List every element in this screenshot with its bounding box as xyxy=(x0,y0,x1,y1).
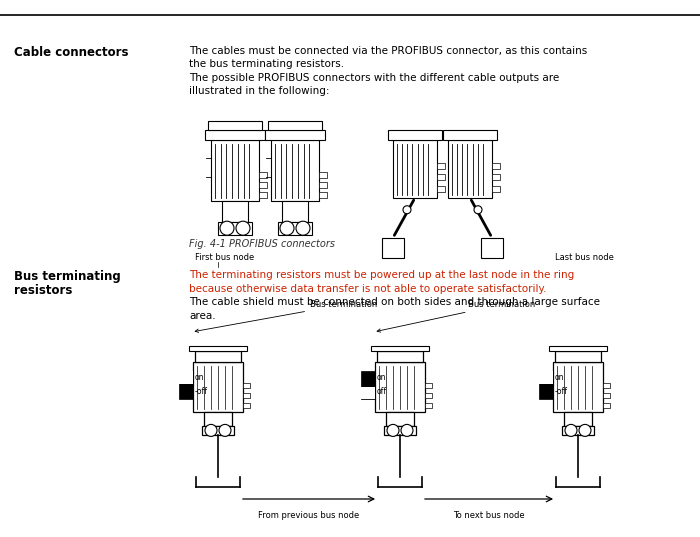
Text: Bus termination: Bus termination xyxy=(195,300,377,332)
Bar xyxy=(386,411,414,426)
Bar xyxy=(278,222,312,235)
Bar xyxy=(539,371,553,384)
Bar xyxy=(282,201,308,222)
Bar xyxy=(555,351,601,362)
Bar xyxy=(243,383,250,388)
Text: illustrated in the following:: illustrated in the following: xyxy=(189,86,330,96)
Text: on: on xyxy=(377,373,386,382)
Text: First bus node: First bus node xyxy=(195,253,254,262)
Bar xyxy=(371,346,429,351)
Text: To next bus node: To next bus node xyxy=(453,511,525,520)
Bar xyxy=(189,346,247,351)
Circle shape xyxy=(236,221,250,235)
Text: on: on xyxy=(195,373,204,382)
Bar xyxy=(375,362,425,411)
Bar xyxy=(243,403,250,408)
Circle shape xyxy=(205,424,217,437)
Text: The terminating resistors must be powered up at the last node in the ring: The terminating resistors must be powere… xyxy=(189,270,574,280)
Bar xyxy=(319,192,327,198)
Bar xyxy=(437,186,445,192)
Text: The cable shield must be connected on both sides and through a large surface: The cable shield must be connected on bo… xyxy=(189,297,600,307)
Text: From previous bus node: From previous bus node xyxy=(258,511,360,520)
Bar xyxy=(437,163,445,169)
Text: resistors: resistors xyxy=(14,284,72,297)
Bar xyxy=(211,140,259,201)
Bar xyxy=(204,411,232,426)
Circle shape xyxy=(280,221,294,235)
Text: -off: -off xyxy=(555,387,568,396)
Bar xyxy=(448,140,492,198)
Bar xyxy=(384,426,416,435)
Bar xyxy=(265,129,325,140)
Text: -off: -off xyxy=(195,387,208,396)
Bar xyxy=(193,362,243,411)
Bar xyxy=(377,351,423,362)
Bar xyxy=(243,393,250,397)
Circle shape xyxy=(403,206,411,214)
Bar xyxy=(268,121,322,129)
Circle shape xyxy=(220,221,234,235)
Bar xyxy=(549,346,607,351)
Bar xyxy=(492,186,500,192)
Bar xyxy=(425,383,432,388)
Text: Fig. 4-1 PROFIBUS connectors: Fig. 4-1 PROFIBUS connectors xyxy=(189,239,335,249)
Circle shape xyxy=(296,221,310,235)
Bar xyxy=(271,140,319,201)
Text: Bus terminating: Bus terminating xyxy=(14,270,120,283)
Bar xyxy=(603,383,610,388)
Bar xyxy=(259,172,267,178)
Bar xyxy=(388,129,442,140)
Bar xyxy=(492,175,500,180)
Bar xyxy=(603,393,610,397)
Text: Bus termination: Bus termination xyxy=(377,300,536,332)
Bar xyxy=(603,403,610,408)
Text: because otherwise data transfer is not able to operate satisfactorily.: because otherwise data transfer is not a… xyxy=(189,284,547,294)
Circle shape xyxy=(474,206,482,214)
Bar xyxy=(259,192,267,198)
Bar xyxy=(361,371,375,399)
Bar xyxy=(561,426,594,435)
Bar xyxy=(205,129,265,140)
Circle shape xyxy=(387,424,399,437)
Circle shape xyxy=(401,424,413,437)
Bar xyxy=(195,351,241,362)
Bar xyxy=(179,371,193,399)
Text: on: on xyxy=(555,373,564,382)
Bar xyxy=(382,238,404,258)
Bar xyxy=(222,201,248,222)
Bar xyxy=(437,175,445,180)
Bar xyxy=(202,426,235,435)
Bar xyxy=(539,371,553,399)
Circle shape xyxy=(579,424,591,437)
Bar xyxy=(319,182,327,187)
Bar xyxy=(492,163,500,169)
Text: off: off xyxy=(377,387,387,396)
Bar xyxy=(393,140,437,198)
Bar xyxy=(259,182,267,187)
Bar xyxy=(319,172,327,178)
Bar xyxy=(179,371,193,384)
Bar xyxy=(553,362,603,411)
Text: area.: area. xyxy=(189,310,216,321)
Bar xyxy=(361,387,375,399)
Bar xyxy=(425,403,432,408)
Bar xyxy=(443,129,497,140)
Circle shape xyxy=(565,424,577,437)
Text: The possible PROFIBUS connectors with the different cable outputs are: The possible PROFIBUS connectors with th… xyxy=(189,72,559,83)
Text: Cable connectors: Cable connectors xyxy=(14,46,129,59)
Text: the bus terminating resistors.: the bus terminating resistors. xyxy=(189,59,344,69)
Text: Last bus node: Last bus node xyxy=(555,253,614,262)
Circle shape xyxy=(219,424,231,437)
Bar xyxy=(425,393,432,397)
Bar xyxy=(218,222,252,235)
Bar xyxy=(208,121,262,129)
Text: The cables must be connected via the PROFIBUS connector, as this contains: The cables must be connected via the PRO… xyxy=(189,46,587,56)
Bar xyxy=(481,238,503,258)
Bar xyxy=(564,411,592,426)
